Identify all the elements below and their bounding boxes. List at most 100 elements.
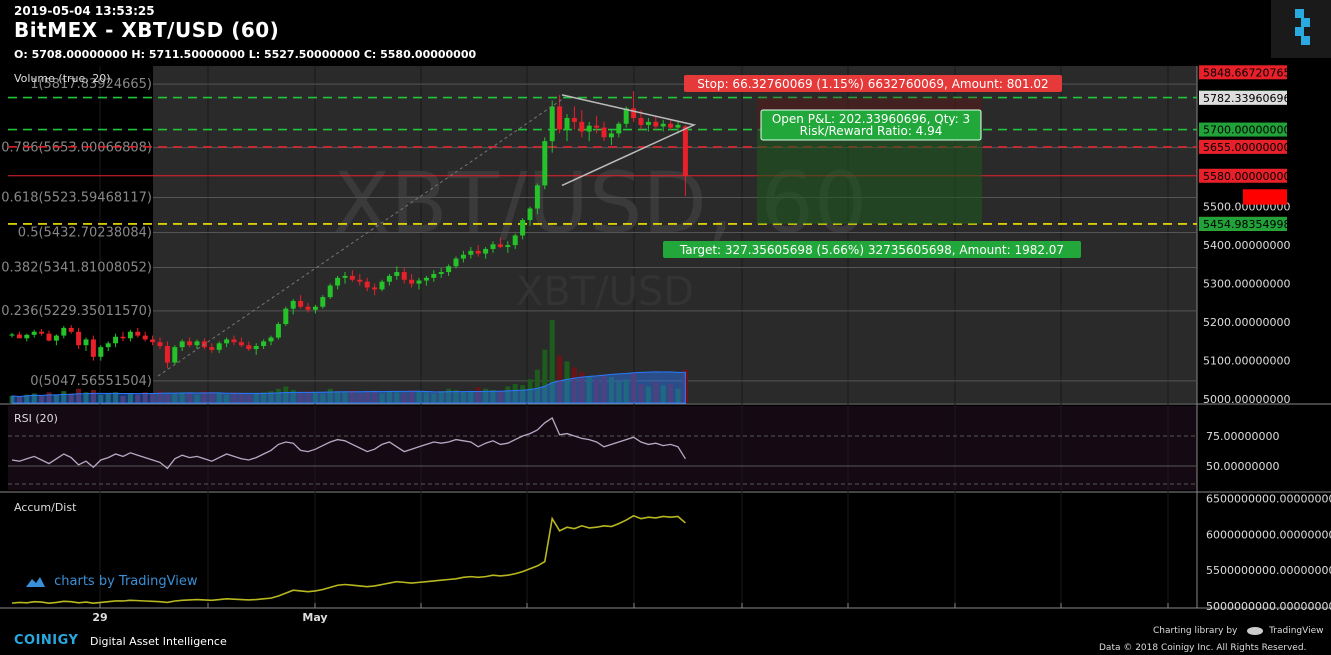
candle-body <box>209 347 215 350</box>
candle-body <box>105 343 111 348</box>
volume-bar <box>668 384 674 403</box>
volume-bar <box>557 355 563 403</box>
volume-bar <box>105 393 111 403</box>
volume-bar <box>275 388 281 403</box>
candle-body <box>216 343 222 350</box>
chart-title: BitMEX - XBT/USD (60) <box>14 18 280 42</box>
volume-bar <box>534 369 540 403</box>
volume-bar <box>246 394 252 403</box>
price-label-text: 5655.00000000 <box>1203 141 1290 154</box>
volume-bar <box>31 393 37 403</box>
candle-body <box>113 336 119 344</box>
candle-body <box>172 347 178 363</box>
candle-body <box>268 337 274 342</box>
volume-bar <box>172 393 178 403</box>
candle-body <box>135 331 141 336</box>
candle-body <box>645 121 651 125</box>
volume-bar <box>660 385 666 403</box>
candle-body <box>275 324 281 338</box>
candle-body <box>453 258 459 267</box>
tradingview-cloud-icon <box>24 576 46 588</box>
volume-bar <box>320 393 326 403</box>
candle-body <box>224 339 230 344</box>
volume-bar <box>505 386 511 403</box>
fib-level-label: 0.236(5229.35011570) <box>1 304 152 319</box>
volume-bar <box>653 381 659 403</box>
volume-bar <box>113 392 119 403</box>
candle-body <box>446 266 452 273</box>
pnl-badge-text: Risk/Reward Ratio: 4.94 <box>800 124 943 138</box>
volume-bar <box>431 393 437 403</box>
candle-body <box>490 244 496 249</box>
volume-bar <box>238 393 244 403</box>
candle-body <box>483 248 489 254</box>
stop-badge-text: Stop: 66.32760069 (1.15%) 6632760069, Am… <box>697 77 1048 91</box>
candle-body <box>564 117 570 130</box>
candle-body <box>660 123 666 127</box>
fib-level-label: 0.5(5432.70238084) <box>18 225 152 240</box>
charting-library-credit[interactable]: Charting library by TradingView <box>1153 626 1324 636</box>
candle-body <box>98 347 104 357</box>
volume-bar <box>364 391 370 403</box>
volume-bar <box>39 395 45 403</box>
volume-bar <box>157 391 163 403</box>
candle-body <box>631 108 637 118</box>
candle-body <box>68 327 74 332</box>
candle-body <box>668 123 674 128</box>
candle-body <box>61 327 67 336</box>
candle-body <box>586 125 592 132</box>
price-axis-tick: 5400.00000000 <box>1203 239 1290 252</box>
candle-body <box>475 250 481 254</box>
pnl-badge-box <box>760 109 982 141</box>
volume-bar <box>98 394 104 403</box>
volume-bar <box>127 393 133 403</box>
stop-badge[interactable]: Stop: 66.32760069 (1.15%) 6632760069, Am… <box>684 75 1062 92</box>
accum-dist-label: Accum/Dist <box>14 501 77 514</box>
volume-bar <box>68 393 74 403</box>
candle-body <box>682 126 688 176</box>
volume-bar <box>571 367 577 403</box>
candle-body <box>594 125 600 128</box>
candle-body <box>623 108 629 124</box>
target-badge[interactable]: Target: 327.35605698 (5.66%) 32735605698… <box>663 241 1081 258</box>
price-axis-tick: 5300.00000000 <box>1203 278 1290 291</box>
price-label-badge <box>1199 139 1287 154</box>
volume-bar <box>90 389 96 403</box>
volume-bar <box>490 389 496 403</box>
candle-body <box>394 272 400 276</box>
candle-body <box>409 279 415 284</box>
volume-bar <box>460 392 466 403</box>
price-label-text: 5580.00000000 <box>1203 170 1290 183</box>
candle-body <box>608 133 614 138</box>
volume-bar <box>298 392 304 403</box>
rsi-axis-tick: 50.00000000 <box>1206 460 1279 473</box>
footer-brand[interactable]: COINIGY <box>14 633 79 648</box>
watermark-subtitle: XBT/USD <box>516 269 694 315</box>
price-label-badge <box>1199 168 1287 183</box>
ohlc-readout: O: 5708.00000000 H: 5711.50000000 L: 552… <box>14 48 477 61</box>
ad-axis-tick: 6000000000.00000000 <box>1206 528 1331 541</box>
candle-body <box>460 254 466 259</box>
candle-body <box>150 339 156 343</box>
fib-trend-line <box>157 98 564 377</box>
candle-body <box>534 185 540 209</box>
volume-bar <box>483 388 489 403</box>
tradingview-label: charts by TradingView <box>54 574 198 589</box>
volume-bar <box>16 397 22 403</box>
candle-body <box>438 272 444 274</box>
fib-level-label: 0(5047.56551504) <box>30 374 152 389</box>
tradingview-watermark[interactable]: charts by TradingView <box>24 574 197 589</box>
volume-bar <box>24 394 30 403</box>
volume-bar <box>224 394 230 403</box>
candle-body <box>357 279 363 282</box>
pnl-badge[interactable]: Open P&L: 202.33960696, Qty: 3Risk/Rewar… <box>760 109 982 141</box>
candle-body <box>335 277 341 286</box>
candle-body <box>549 106 555 142</box>
volume-bar <box>631 373 637 403</box>
candle-body <box>120 336 126 339</box>
candle-body <box>261 341 267 346</box>
volume-bar <box>335 391 341 403</box>
volume-bar <box>201 391 207 403</box>
candle-body <box>372 287 378 290</box>
